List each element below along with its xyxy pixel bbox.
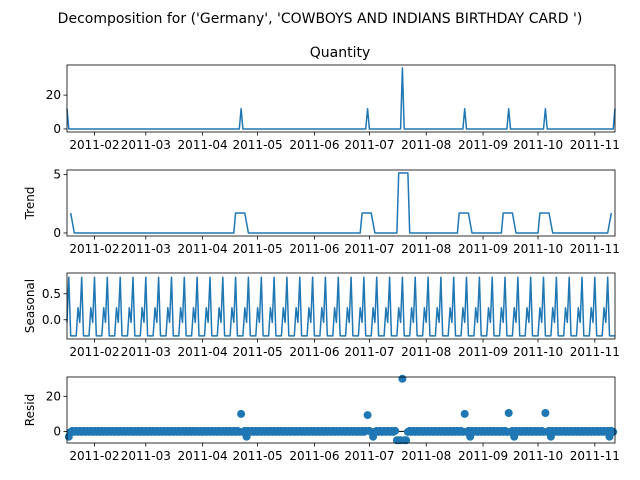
x-tick-label: 2011-02 — [69, 345, 119, 359]
x-tick-label: 2011-08 — [401, 449, 451, 463]
x-tick-label: 2011-03 — [121, 242, 171, 256]
x-tick-label: 2011-05 — [233, 449, 283, 463]
panel-4: 0 20 2011-02 2011-03 2011-04 2011-05 2011-06 20… — [23, 374, 620, 463]
x-tick-label: 2011-04 — [178, 138, 228, 152]
y-tick-label: 0 — [53, 424, 61, 438]
x-tick-label: 2011-08 — [401, 138, 451, 152]
series-line — [69, 172, 613, 234]
x-tick-label: 2011-05 — [233, 242, 283, 256]
axes-frame — [66, 64, 616, 133]
resid-point — [391, 426, 400, 435]
x-tick-label: 2011-09 — [458, 449, 508, 463]
axes-frame — [66, 272, 616, 340]
x-tick-label: 2011-07 — [344, 242, 394, 256]
x-tick-label: 2011-11 — [570, 242, 620, 256]
panel-2: 0 5 2011-02 2011-03 2011-04 2011-05 2011-06 201… — [23, 168, 620, 256]
x-tick-label: 2011-06 — [289, 345, 339, 359]
x-tick-label: 2011-11 — [570, 345, 620, 359]
x-tick-label: 2011-09 — [458, 242, 508, 256]
y-tick-label: 5 — [53, 168, 61, 182]
y-tick-label: 0.5 — [42, 287, 61, 301]
resid-point — [402, 436, 411, 445]
y-tick-label: 20 — [46, 88, 61, 102]
axes-frame — [66, 169, 616, 237]
x-tick-label: 2011-02 — [69, 138, 119, 152]
resid-point — [460, 409, 469, 418]
y-tick-label: 0.0 — [42, 313, 61, 327]
x-tick-label: 2011-07 — [344, 449, 394, 463]
series-line — [66, 276, 615, 337]
x-tick-label: 2011-03 — [121, 449, 171, 463]
x-tick-label: 2011-11 — [570, 138, 620, 152]
resid-point — [504, 409, 513, 417]
y-axis-label: Resid — [23, 394, 37, 426]
x-tick-label: 2011-05 — [233, 138, 283, 152]
series-line — [66, 67, 616, 130]
figure-suptitle: Decomposition for ('Germany', 'COWBOYS A… — [58, 11, 583, 27]
x-tick-label: 2011-10 — [513, 138, 563, 152]
x-tick-label: 2011-10 — [513, 449, 563, 463]
x-tick-label: 2011-08 — [401, 345, 451, 359]
panel-quantity-title: Quantity — [310, 45, 371, 61]
y-axis-label: Trend — [23, 187, 37, 221]
resid-point — [363, 411, 372, 420]
x-tick-label: 2011-10 — [513, 242, 563, 256]
axes-frame — [66, 376, 616, 444]
x-tick-label: 2011-04 — [178, 345, 228, 359]
x-tick-label: 2011-09 — [458, 138, 508, 152]
x-tick-label: 2011-07 — [344, 138, 394, 152]
x-tick-label: 2011-10 — [513, 345, 563, 359]
x-tick-label: 2011-02 — [69, 242, 119, 256]
x-tick-label: 2011-06 — [289, 449, 339, 463]
x-tick-label: 2011-07 — [344, 345, 394, 359]
x-tick-label: 2011-06 — [289, 138, 339, 152]
panel-1: 0 20 2011-02 2011-03 2011-04 2011-05 2011-06 20… — [46, 64, 620, 152]
resid-point — [609, 427, 618, 436]
y-axis-label: Seasonal — [23, 279, 37, 333]
x-tick-label: 2011-03 — [121, 345, 171, 359]
x-tick-label: 2011-03 — [121, 138, 171, 152]
x-tick-label: 2011-04 — [178, 242, 228, 256]
y-tick-label: 0 — [53, 226, 61, 240]
x-tick-label: 2011-02 — [69, 449, 119, 463]
y-tick-label: 0 — [53, 122, 61, 136]
resid-point — [237, 409, 246, 418]
y-tick-label: 20 — [46, 389, 61, 403]
resid-point — [398, 374, 407, 383]
resid-point — [541, 409, 550, 417]
x-tick-label: 2011-06 — [289, 242, 339, 256]
x-tick-label: 2011-09 — [458, 345, 508, 359]
panel-3: 0.0 0.5 2011-02 2011-03 2011-04 2011-05 2011-0… — [23, 272, 620, 359]
x-tick-label: 2011-08 — [401, 242, 451, 256]
x-tick-label: 2011-05 — [233, 345, 283, 359]
x-tick-label: 2011-11 — [570, 449, 620, 463]
x-tick-label: 2011-04 — [178, 449, 228, 463]
